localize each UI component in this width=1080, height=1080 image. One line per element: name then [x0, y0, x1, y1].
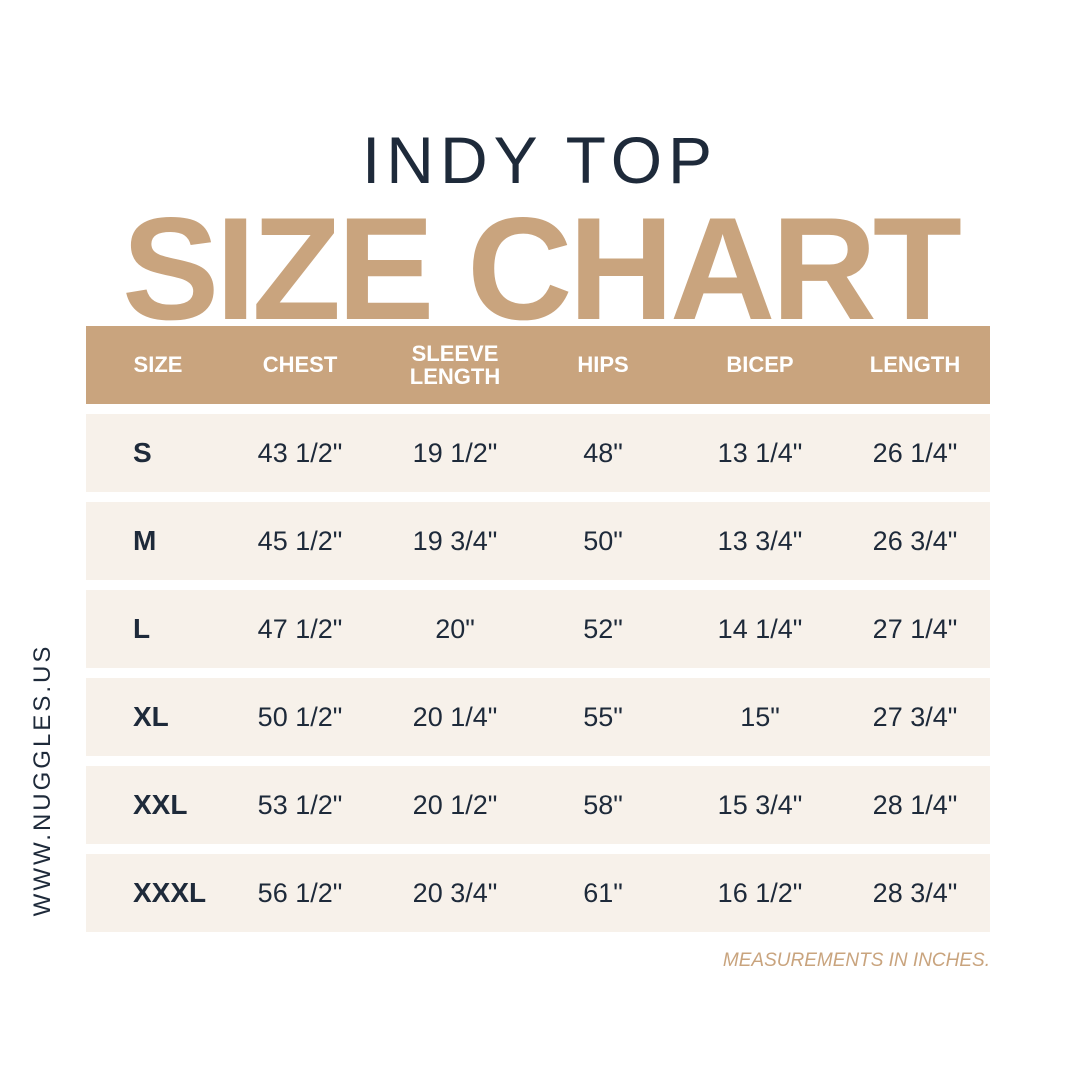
column-header: SIZE — [133, 352, 183, 378]
measurement: 50" — [583, 525, 623, 556]
measurement: 16 1/2" — [717, 877, 803, 908]
measurement: 15" — [740, 701, 780, 732]
footnote: MEASUREMENTS IN INCHES. — [722, 950, 990, 971]
table-row: XXXL 56 1/2" 20 3/4" 61" 16 1/2" 28 3/4" — [86, 854, 990, 932]
size-label: S — [133, 437, 152, 468]
table-header: SIZE CHEST SLEEVE LENGTH HIPS BICEP LENGTH — [86, 326, 990, 404]
column-header: LENGTH — [869, 352, 961, 378]
measurement: 20 1/2" — [412, 789, 498, 820]
measurement: 20 3/4" — [412, 877, 498, 908]
measurement: 55" — [583, 701, 623, 732]
measurement: 13 3/4" — [717, 525, 803, 556]
table-row: XL 50 1/2" 20 1/4" 55" 15" 27 3/4" — [86, 678, 990, 756]
measurement: 27 3/4" — [872, 701, 958, 732]
measurement: 43 1/2" — [257, 437, 343, 468]
website: WWW.NUGGLES.US — [29, 643, 56, 917]
subtitle: INDY TOP — [361, 123, 719, 197]
measurement: 20 1/4" — [412, 701, 498, 732]
measurement: 47 1/2" — [257, 613, 343, 644]
table-row: L 47 1/2" 20" 52" 14 1/4" 27 1/4" — [86, 590, 990, 668]
measurement: 14 1/4" — [717, 613, 803, 644]
column-header: CHEST — [262, 352, 338, 378]
measurement: 19 3/4" — [412, 525, 498, 556]
title: SIZE CHART — [122, 187, 962, 350]
measurement: 50 1/2" — [257, 701, 343, 732]
size-label: M — [133, 525, 157, 556]
measurement: 61" — [583, 877, 623, 908]
table-row: S 43 1/2" 19 1/2" 48" 13 1/4" 26 1/4" — [86, 414, 990, 492]
size-label: L — [133, 613, 151, 644]
measurement: 20" — [435, 613, 475, 644]
measurement: 26 3/4" — [872, 525, 958, 556]
size-label: XL — [133, 701, 169, 732]
measurement: 45 1/2" — [257, 525, 343, 556]
table-row: M 45 1/2" 19 3/4" 50" 13 3/4" 26 3/4" — [86, 502, 990, 580]
measurement: 27 1/4" — [872, 613, 958, 644]
column-header: HIPS — [577, 352, 629, 378]
measurement: 19 1/2" — [412, 437, 498, 468]
measurement: 28 1/4" — [872, 789, 958, 820]
measurement: 26 1/4" — [872, 437, 958, 468]
table-row: XXL 53 1/2" 20 1/2" 58" 15 3/4" 28 1/4" — [86, 766, 990, 844]
measurement: 15 3/4" — [717, 789, 803, 820]
measurement: 53 1/2" — [257, 789, 343, 820]
column-header: BICEP — [726, 352, 794, 378]
measurement: 58" — [583, 789, 623, 820]
measurement: 52" — [583, 613, 623, 644]
measurement: 13 1/4" — [717, 437, 803, 468]
size-label: XXXL — [133, 877, 207, 908]
measurement: 28 3/4" — [872, 877, 958, 908]
column-header: SLEEVE LENGTH — [409, 340, 501, 389]
measurement: 56 1/2" — [257, 877, 343, 908]
size-label: XXL — [133, 789, 188, 820]
measurement: 48" — [583, 437, 623, 468]
